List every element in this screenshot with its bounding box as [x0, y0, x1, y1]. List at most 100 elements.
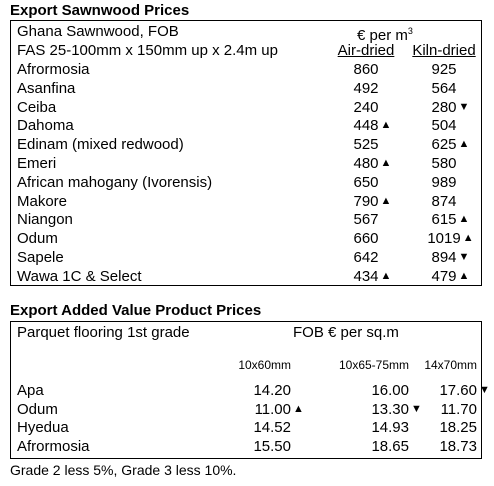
added-header-row: Parquet flooring 1st grade FOB € per sq.…: [11, 323, 481, 342]
product-name: Apa: [17, 382, 44, 399]
species-name: Makore: [17, 192, 68, 210]
col-size-3: 14x70mm: [424, 358, 477, 372]
species-name: Edinam (mixed redwood): [17, 136, 184, 154]
air-dried-price: 642: [353, 249, 379, 266]
kiln-dried-price: 874: [431, 192, 457, 210]
arrow-down-icon: ▼: [479, 384, 490, 396]
col-kiln-dried: Kiln-dried: [412, 42, 476, 59]
species-name: Wawa 1C & Select: [17, 267, 142, 285]
air-dried-price: 480 ▲: [353, 155, 392, 172]
arrow-down-icon: ▼: [411, 402, 422, 415]
price-size-3: 17.60 ▼: [439, 382, 490, 399]
table-row: Asanfina 492 564: [11, 79, 481, 98]
price-size-2: 18.65: [371, 437, 409, 455]
table-row: Sapele 642 894 ▼: [11, 248, 481, 267]
product-name: Odum: [17, 400, 58, 418]
added-unit: FOB € per sq.m: [293, 324, 399, 341]
table-row: Afrormosia 860 925: [11, 60, 481, 79]
price-size-1: 11.00 ▲: [254, 400, 304, 418]
air-dried-price: 660: [353, 230, 379, 248]
product-name: Hyedua: [17, 419, 69, 436]
arrow-up-icon: ▲: [380, 157, 392, 169]
kiln-dried-price: 615 ▲: [431, 211, 470, 229]
kiln-dried-price: 564: [431, 79, 457, 97]
table-row: Edinam (mixed redwood) 525 625 ▲: [11, 135, 481, 154]
species-name: Dahoma: [17, 117, 74, 135]
kiln-dried-price: 625 ▲: [431, 136, 470, 154]
species-name: Odum: [17, 230, 58, 248]
kiln-dried-price: 580: [431, 155, 457, 172]
kiln-dried-price: 280 ▼: [431, 98, 470, 116]
kiln-dried-price: 479 ▲: [431, 267, 470, 285]
arrow-up-icon: ▲: [462, 232, 474, 245]
species-name: Asanfina: [17, 79, 76, 97]
table-row: African mahogany (Ivorensis) 650 989: [11, 173, 481, 192]
table-row: Odum 660 1019 ▲: [11, 229, 481, 248]
species-name: Sapele: [17, 249, 64, 266]
air-dried-price: 448 ▲: [353, 117, 392, 135]
sawnwood-unit: € per m3: [357, 26, 413, 44]
species-name: Emeri: [17, 155, 57, 172]
air-dried-price: 492: [353, 79, 379, 97]
table-row: Hyedua 14.52 14.93 18.25: [11, 418, 481, 437]
price-size-2: 16.00: [371, 382, 409, 399]
kiln-dried-price: 989: [431, 173, 457, 191]
added-size-row: 10x60mm 10x65-75mm 14x70mm: [11, 356, 481, 375]
arrow-up-icon: ▲: [380, 194, 392, 207]
price-size-1: 14.52: [253, 419, 291, 436]
kiln-dried-price: 504: [431, 117, 457, 135]
species-name: Niangon: [17, 211, 73, 229]
table-row: Ceiba 240 280 ▼: [11, 98, 481, 117]
col-size-1: 10x60mm: [238, 358, 291, 372]
air-dried-price: 434 ▲: [353, 267, 392, 285]
col-size-2: 10x65-75mm: [338, 358, 409, 372]
table-row: Emeri 480 ▲ 580: [11, 154, 481, 173]
price-size-2: 14.93: [371, 419, 409, 436]
air-dried-price: 240: [353, 98, 379, 116]
air-dried-price: 650: [353, 173, 379, 191]
species-name: Ceiba: [17, 98, 57, 116]
table-row: Odum 11.00 ▲ 13.30 ▼ 11.70: [11, 400, 481, 419]
col-air-dried: Air-dried: [337, 42, 395, 59]
price-size-1: 14.20: [253, 382, 291, 399]
air-dried-price: 790 ▲: [353, 192, 392, 210]
added-value-table: Parquet flooring 1st grade FOB € per sq.…: [10, 321, 490, 459]
kiln-dried-price: 894 ▼: [431, 249, 470, 266]
table-row: Niangon 567 615 ▲: [11, 210, 481, 229]
sawnwood-title: Export Sawnwood Prices: [10, 2, 190, 19]
grade-note: Grade 2 less 5%, Grade 3 less 10%.: [10, 462, 237, 478]
kiln-dried-price: 925: [431, 61, 457, 78]
air-dried-price: 860: [353, 61, 379, 78]
price-size-2: 13.30 ▼: [371, 400, 422, 418]
arrow-down-icon: ▼: [458, 100, 470, 113]
species-name: Afrormosia: [17, 61, 90, 78]
species-name: African mahogany (Ivorensis): [17, 173, 213, 191]
arrow-up-icon: ▲: [458, 269, 470, 282]
arrow-down-icon: ▼: [458, 251, 470, 263]
arrow-up-icon: ▲: [380, 119, 392, 132]
table-row: Apa 14.20 16.00 17.60 ▼: [11, 381, 490, 400]
table-row: Dahoma 448 ▲ 504: [11, 116, 481, 135]
sawnwood-header-row: Ghana Sawnwood, FOB € per m3: [11, 22, 481, 44]
table-row: Makore 790 ▲ 874: [11, 192, 481, 211]
arrow-up-icon: ▲: [293, 402, 304, 415]
added-header-label: Parquet flooring 1st grade: [17, 324, 190, 341]
sawnwood-spec: FAS 25-100mm x 150mm up x 2.4m up: [17, 42, 278, 59]
kiln-dried-price: 1019 ▲: [427, 230, 474, 248]
product-name: Afrormosia: [17, 437, 90, 455]
table-row: Afrormosia 15.50 18.65 18.73: [11, 437, 481, 456]
price-size-3: 18.25: [439, 419, 477, 436]
price-size-1: 15.50: [253, 437, 291, 455]
arrow-up-icon: ▲: [380, 269, 392, 282]
table-row: Wawa 1C & Select 434 ▲ 479 ▲: [11, 267, 481, 286]
added-value-title: Export Added Value Product Prices: [10, 302, 262, 319]
arrow-up-icon: ▲: [458, 213, 470, 226]
sawnwood-header-label: Ghana Sawnwood, FOB: [17, 23, 179, 40]
price-size-3: 11.70: [440, 400, 477, 418]
air-dried-price: 567: [353, 211, 379, 229]
arrow-up-icon: ▲: [458, 138, 470, 151]
sawnwood-subheader-row: FAS 25-100mm x 150mm up x 2.4m up Air-dr…: [11, 41, 481, 60]
air-dried-price: 525: [353, 136, 379, 154]
price-size-3: 18.73: [439, 437, 477, 455]
sawnwood-table: Ghana Sawnwood, FOB € per m3 FAS 25-100m…: [10, 20, 482, 286]
